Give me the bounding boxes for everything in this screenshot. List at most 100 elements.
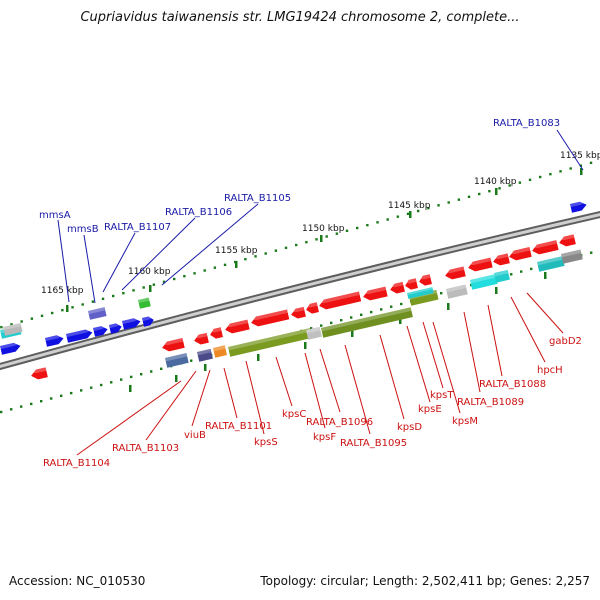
leader-line xyxy=(344,344,371,435)
forward-gene-arrow xyxy=(93,326,108,337)
gene-label-ralta-b1096: RALTA_B1096 xyxy=(306,417,373,428)
reverse-gene-box xyxy=(213,345,227,358)
forward-gene-arrow xyxy=(109,323,122,334)
reverse-gene-arrow xyxy=(558,234,576,247)
reverse-gene-box xyxy=(470,274,498,290)
tick-ring-outer xyxy=(0,161,593,329)
gene-label-kpss: kpsS xyxy=(254,437,278,448)
reverse-gene-arrow xyxy=(305,302,319,314)
minor-tick xyxy=(204,364,207,371)
leader-line xyxy=(379,334,405,420)
major-tick xyxy=(66,305,69,312)
forward-gene-arrow xyxy=(570,201,587,213)
minor-tick xyxy=(399,317,402,324)
gene-label-ralta-b1103: RALTA_B1103 xyxy=(112,443,179,454)
forward-gene-box xyxy=(3,322,23,336)
gene-label-ralta-b1095: RALTA_B1095 xyxy=(340,438,407,449)
forward-gene-arrow xyxy=(66,329,93,343)
leader-line xyxy=(487,304,503,377)
leader-line xyxy=(245,360,265,435)
reverse-gene-box xyxy=(197,348,213,362)
leader-line xyxy=(556,129,584,171)
forward-gene-arrow xyxy=(142,316,154,327)
gene-label-ralta-b1106: RALTA_B1106 xyxy=(165,207,232,218)
major-tick xyxy=(580,168,583,175)
leader-line xyxy=(319,348,341,413)
reverse-gene-box xyxy=(321,307,413,338)
gene-label-hpch: hpcH xyxy=(537,365,563,376)
leader-line xyxy=(432,321,461,414)
reverse-gene-arrow xyxy=(492,253,510,266)
reverse-gene-box xyxy=(228,328,313,357)
leader-line xyxy=(121,217,196,291)
reverse-gene-arrow xyxy=(250,309,290,327)
reverse-gene-arrow xyxy=(444,266,466,280)
minor-tick xyxy=(175,375,178,382)
leader-line xyxy=(275,356,293,407)
minor-tick xyxy=(351,330,354,337)
tick-label-1140-kbp: 1140 kbp xyxy=(474,177,517,187)
leader-line xyxy=(76,380,182,456)
minor-tick xyxy=(257,354,260,361)
reverse-gene-arrow xyxy=(30,367,48,380)
reverse-gene-arrow xyxy=(193,332,209,345)
gene-label-ralta-b1104: RALTA_B1104 xyxy=(43,458,110,469)
gene-label-kpsd: kpsD xyxy=(397,422,422,433)
tick-label-1145-kbp: 1145 kbp xyxy=(388,201,431,211)
reverse-gene-arrow xyxy=(389,281,405,294)
leader-line xyxy=(161,203,259,286)
leader-line xyxy=(463,311,481,393)
reverse-gene-box xyxy=(494,269,510,283)
forward-gene-box xyxy=(88,307,107,320)
reverse-gene-box xyxy=(407,287,434,299)
topology-length-genes-text: Topology: circular; Length: 2,502,411 bp… xyxy=(260,574,590,588)
leader-line xyxy=(422,321,444,389)
gene-label-ralta-b1107: RALTA_B1107 xyxy=(104,222,171,233)
tick-label-1160-kbp: 1160 kbp xyxy=(128,267,171,277)
reverse-gene-arrow xyxy=(362,286,388,301)
gene-label-kpsc: kpsC xyxy=(282,409,306,420)
tick-label-1155-kbp: 1155 kbp xyxy=(215,246,258,256)
gene-label-ralta-b1083: RALTA_B1083 xyxy=(493,118,560,129)
reverse-gene-arrow xyxy=(531,240,559,255)
gene-label-ralta-b1089: RALTA_B1089 xyxy=(457,397,524,408)
minor-tick xyxy=(304,342,307,349)
reverse-gene-box xyxy=(446,284,468,299)
reverse-gene-arrow xyxy=(508,247,532,261)
reverse-gene-box xyxy=(165,353,189,368)
tick-label-1165-kbp: 1165 kbp xyxy=(41,286,84,296)
gene-label-gabd2: gabD2 xyxy=(549,336,582,347)
leader-line xyxy=(510,296,546,363)
leader-line xyxy=(304,352,326,429)
minor-tick xyxy=(447,303,450,310)
map-title: Cupriavidus taiwanensis str. LMG19424 ch… xyxy=(80,10,520,25)
gene-label-kpst: kpsT xyxy=(430,390,454,401)
gene-label-mmsb: mmsB xyxy=(67,224,99,235)
leader-line xyxy=(526,292,564,334)
minor-tick xyxy=(495,287,498,294)
reverse-gene-arrow xyxy=(404,278,418,290)
reverse-gene-box xyxy=(306,326,322,340)
reverse-gene-arrow xyxy=(418,274,432,286)
reverse-gene-arrow xyxy=(318,291,362,310)
major-tick xyxy=(495,188,498,195)
tick-label-1150-kbp: 1150 kbp xyxy=(302,224,345,234)
major-tick xyxy=(320,235,323,242)
reverse-gene-box xyxy=(561,249,583,264)
accession-text: Accession: NC_010530 xyxy=(9,574,146,588)
leader-line xyxy=(191,369,211,427)
major-tick xyxy=(149,285,152,292)
forward-gene-box xyxy=(138,297,151,309)
tick-label-1135-kbp: 1135 kbp xyxy=(560,151,600,161)
gene-label-kpsf: kpsF xyxy=(313,432,336,443)
reverse-gene-arrow xyxy=(161,338,185,352)
leader-line xyxy=(102,232,136,293)
leader-line xyxy=(145,370,197,441)
gene-label-mmsa: mmsA xyxy=(39,210,71,221)
leader-line xyxy=(406,325,431,403)
major-tick xyxy=(409,211,412,218)
gene-label-ralta-b1105: RALTA_B1105 xyxy=(224,193,291,204)
major-tick xyxy=(235,261,238,268)
reverse-gene-arrow xyxy=(209,327,223,339)
